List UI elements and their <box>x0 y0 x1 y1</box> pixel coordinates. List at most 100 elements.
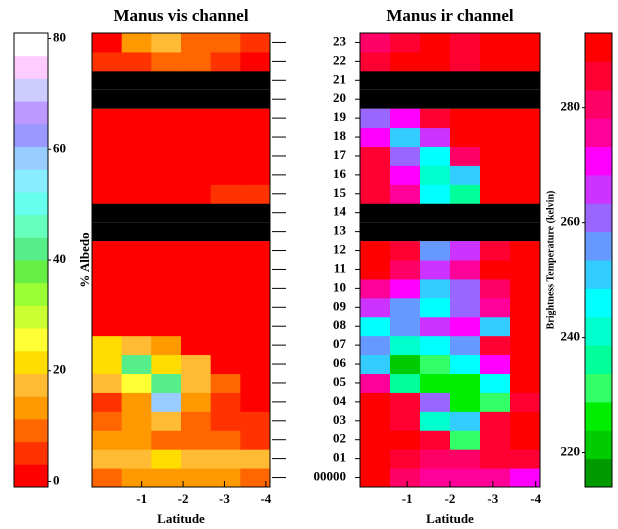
cell <box>360 241 391 261</box>
x-axis-label: Latitude <box>426 511 474 526</box>
cell <box>360 184 391 204</box>
cell <box>92 33 123 53</box>
cell <box>210 449 241 469</box>
cell <box>480 373 511 393</box>
cell <box>210 468 241 488</box>
cell <box>450 411 481 431</box>
y-tick-label: 22 <box>333 52 346 67</box>
missing-row <box>360 89 540 109</box>
y-tick-label: 03 <box>333 412 347 427</box>
cell <box>151 184 182 204</box>
colorbar-band <box>14 123 48 147</box>
cell <box>151 146 182 166</box>
colorbar-band <box>14 214 48 238</box>
colorbar-band <box>585 373 612 403</box>
cell <box>450 278 481 299</box>
cell <box>420 108 451 129</box>
colorbar-band <box>585 316 612 346</box>
cell <box>390 108 421 129</box>
cell <box>210 373 241 393</box>
colorbar-band <box>585 231 612 261</box>
missing-row <box>92 222 270 242</box>
cell <box>390 297 421 318</box>
cell <box>420 146 451 166</box>
cell <box>510 392 541 412</box>
cell <box>360 165 391 185</box>
cell <box>390 241 421 261</box>
colorbar-band <box>585 430 612 460</box>
cell <box>450 51 481 72</box>
cell <box>92 335 123 356</box>
cell <box>121 146 152 166</box>
cell <box>480 392 511 412</box>
cell <box>480 316 511 337</box>
cell <box>360 411 391 431</box>
cell <box>360 278 391 299</box>
colorbar-band <box>14 237 48 261</box>
cell <box>450 127 481 147</box>
colorbar-band <box>14 418 48 443</box>
cell <box>450 260 481 280</box>
cell <box>151 51 182 72</box>
cell <box>151 108 182 129</box>
cell <box>240 316 271 337</box>
colorbar-band <box>14 328 48 352</box>
cell <box>450 449 481 469</box>
cell <box>92 411 123 431</box>
cell <box>510 316 541 337</box>
x-axis-label: Latitude <box>157 511 205 526</box>
cell <box>480 33 511 53</box>
cell <box>210 411 241 431</box>
cell <box>92 108 123 129</box>
cell <box>121 449 152 469</box>
cell <box>181 165 212 185</box>
cell <box>181 297 212 318</box>
cell <box>92 449 123 469</box>
missing-row <box>360 203 540 223</box>
colorbar-band <box>585 458 612 488</box>
colorbar-band <box>14 146 48 170</box>
cell <box>390 373 421 393</box>
cell <box>450 33 481 53</box>
cell <box>151 241 182 261</box>
cell <box>92 127 123 147</box>
cell <box>92 278 123 299</box>
missing-row <box>92 203 270 223</box>
colorbar-tick-label: 260 <box>561 214 581 229</box>
cell <box>181 468 212 488</box>
cell <box>390 127 421 147</box>
cell <box>510 108 541 129</box>
cell <box>360 430 391 450</box>
cell <box>121 241 152 261</box>
plot-frame <box>91 32 271 488</box>
cell <box>450 184 481 204</box>
colorbar-tick-label: 40 <box>53 251 66 266</box>
cell <box>181 392 212 412</box>
y-tick-label: 07 <box>333 336 347 351</box>
cell <box>240 278 271 299</box>
cell <box>360 146 391 166</box>
colorbar-label: Brightness Temperature (kelvin) <box>545 191 556 330</box>
cell <box>390 165 421 185</box>
cell <box>181 316 212 337</box>
cell <box>121 468 152 488</box>
cell <box>210 297 241 318</box>
cell <box>420 354 451 374</box>
cell <box>360 468 391 488</box>
cell <box>450 430 481 450</box>
cell <box>390 184 421 204</box>
cell <box>390 468 421 488</box>
colorbar-band <box>585 33 612 62</box>
colorbar-band <box>14 441 48 465</box>
cell <box>420 165 451 185</box>
cell <box>210 146 241 166</box>
colorbar-tick-label: 0 <box>53 472 60 487</box>
cell <box>450 354 481 374</box>
cell <box>181 33 212 53</box>
cell <box>240 335 271 356</box>
cell <box>420 297 451 318</box>
x-tick-label: -4 <box>260 491 271 506</box>
cell <box>210 51 241 72</box>
cell <box>450 241 481 261</box>
cell <box>480 127 511 147</box>
